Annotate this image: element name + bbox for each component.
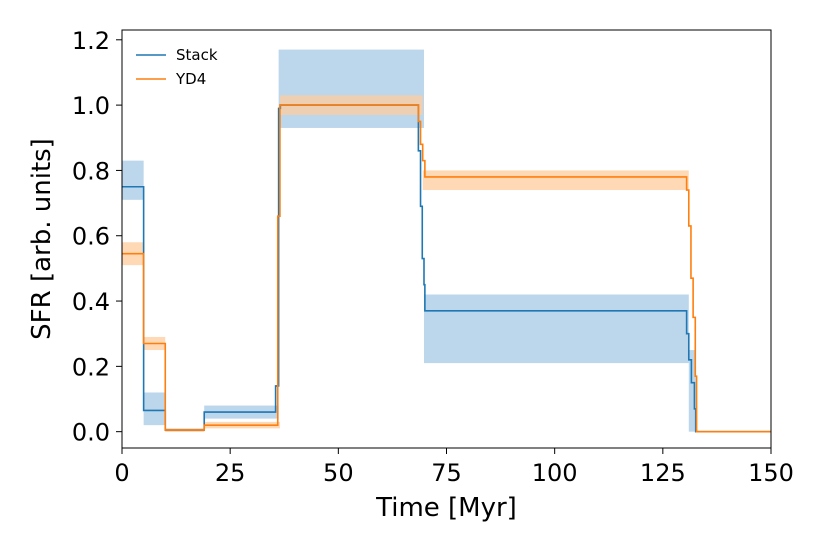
x-tick-label: 150 [748,459,794,487]
x-axis-ticks: 0 25 50 75 100 125 150 [114,448,794,487]
legend-label-stack: Stack [176,46,218,64]
x-tick-label: 100 [532,459,578,487]
band-segment-stack [278,49,425,128]
y-tick-label: 0.2 [72,353,110,381]
x-axis-label: Time [Myr] [375,493,517,523]
band-segment-stack [688,350,696,432]
x-tick-label: 25 [215,459,246,487]
band-segment-stack [424,294,689,364]
series-lines [122,104,771,433]
y-axis-label: SFR [arb. units] [27,138,57,340]
x-tick-label: 125 [640,459,686,487]
y-tick-label: 0.8 [72,157,110,185]
y-tick-label: 0.6 [72,223,110,251]
x-tick-label: 75 [431,459,462,487]
y-axis-ticks: 0.0 0.2 0.4 0.6 0.8 1.0 1.2 [72,27,122,447]
uncertainty-bands [122,49,696,432]
y-tick-label: 1.2 [72,27,110,55]
y-tick-label: 0.4 [72,288,110,316]
x-tick-label: 50 [323,459,354,487]
x-tick-label: 0 [114,459,129,487]
legend-label-yd4: YD4 [175,70,206,88]
band-segment-yd4 [422,170,689,191]
legend: Stack YD4 [136,46,218,88]
series-line-yd4 [122,104,771,433]
band-segment-stack [143,392,166,426]
y-tick-label: 0.0 [72,419,110,447]
band-segment-stack [122,160,144,200]
y-tick-label: 1.0 [72,92,110,120]
